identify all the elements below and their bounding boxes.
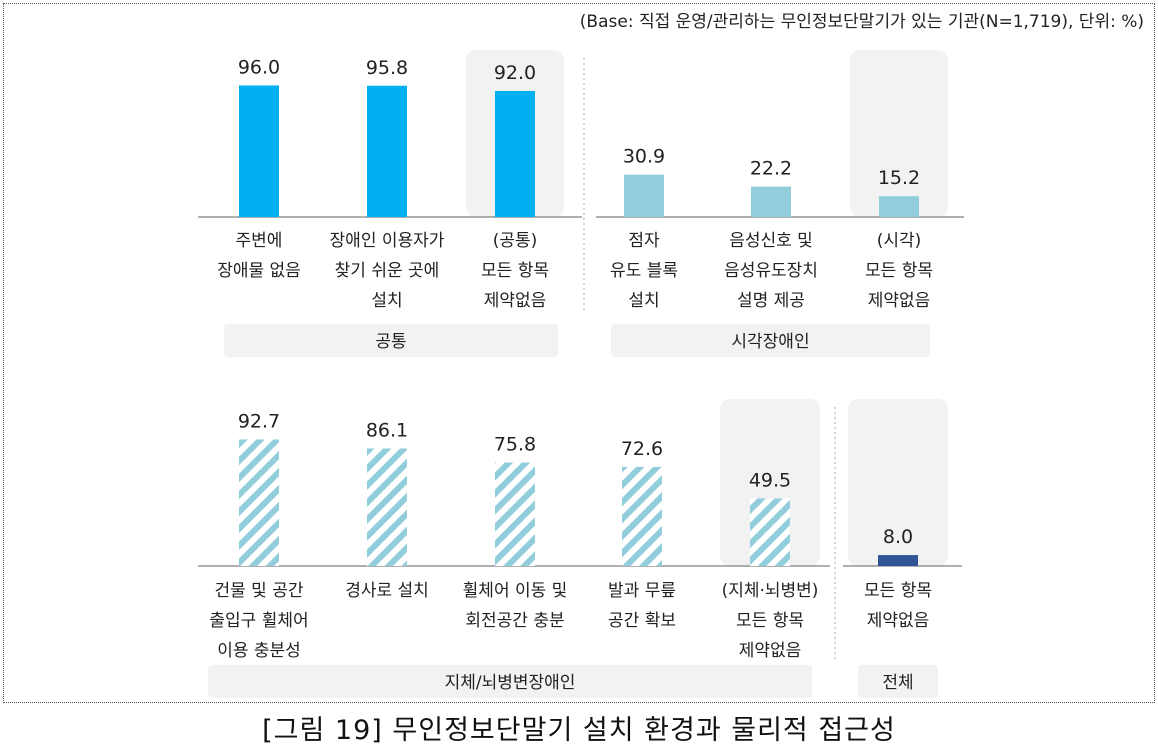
category-label: 모든 항목 bbox=[736, 611, 804, 631]
category-label: 건물 및 공간 bbox=[214, 581, 303, 601]
bar bbox=[239, 439, 279, 566]
category-label: 제약없음 bbox=[867, 611, 930, 631]
category-label: (지체·뇌병변) bbox=[722, 581, 819, 601]
base-note: (Base: 직접 운영/관리하는 무인정보단말기가 있는 기관(N=1,719… bbox=[579, 12, 1144, 32]
category-label: 장애물 없음 bbox=[217, 261, 301, 281]
data-label: 72.6 bbox=[621, 438, 663, 460]
bar bbox=[622, 466, 662, 566]
data-label: 92.7 bbox=[238, 410, 280, 432]
highlight-panel bbox=[848, 399, 948, 566]
category-label: 발과 무릎 bbox=[608, 581, 676, 601]
category-label: 휠체어 이동 및 bbox=[463, 581, 568, 601]
category-label: 설치 bbox=[371, 291, 402, 311]
bar bbox=[751, 186, 791, 217]
group-label-bg bbox=[858, 665, 938, 698]
category-label: 출입구 휠체어 bbox=[209, 611, 308, 631]
group-label: 시각장애인 bbox=[731, 332, 809, 352]
group-label-bg bbox=[208, 665, 812, 698]
category-label: 점자 bbox=[628, 231, 660, 251]
bar bbox=[367, 85, 407, 217]
category-label: 제약없음 bbox=[484, 291, 547, 311]
highlight-panel bbox=[720, 399, 820, 566]
category-label: 주변에 bbox=[236, 231, 283, 251]
bar bbox=[878, 555, 918, 566]
bar bbox=[750, 498, 790, 566]
bar bbox=[367, 448, 407, 566]
category-label: 찾기 쉬운 곳에 bbox=[335, 261, 440, 281]
data-label: 30.9 bbox=[623, 146, 665, 168]
category-label: 음성신호 및 bbox=[729, 231, 813, 251]
category-label: 설치 bbox=[628, 291, 659, 311]
category-label: 음성유도장치 bbox=[724, 261, 818, 281]
bar bbox=[879, 196, 919, 217]
data-label: 49.5 bbox=[749, 469, 791, 491]
group-label: 전체 bbox=[882, 673, 913, 693]
group-label-bg bbox=[224, 324, 558, 357]
data-label: 22.2 bbox=[750, 158, 792, 180]
bar bbox=[495, 90, 535, 217]
group-label: 지체/뇌병변장애인 bbox=[445, 673, 576, 693]
category-label: 모든 항목 bbox=[864, 581, 932, 601]
data-label: 86.1 bbox=[366, 419, 408, 441]
category-label: 공간 확보 bbox=[608, 611, 676, 631]
bar bbox=[495, 462, 535, 566]
data-label: 75.8 bbox=[494, 434, 536, 456]
data-label: 96.0 bbox=[238, 56, 280, 78]
category-label: 유도 블록 bbox=[610, 261, 678, 281]
category-label: 장애인 이용자가 bbox=[330, 231, 445, 251]
category-label: 회전공간 충분 bbox=[465, 611, 564, 631]
category-label: 제약없음 bbox=[739, 641, 802, 661]
category-label: 이용 충분성 bbox=[217, 641, 301, 661]
category-label: 제약없음 bbox=[868, 291, 931, 311]
category-label: (공통) bbox=[493, 231, 538, 251]
group-label-bg bbox=[611, 324, 930, 357]
category-label: 경사로 설치 bbox=[345, 581, 429, 601]
data-label: 95.8 bbox=[366, 57, 408, 79]
category-label: 설명 제공 bbox=[737, 291, 805, 311]
data-label: 15.2 bbox=[878, 167, 920, 189]
category-label: 모든 항목 bbox=[865, 261, 933, 281]
data-label: 8.0 bbox=[883, 526, 913, 548]
bar bbox=[239, 85, 279, 217]
category-label: 모든 항목 bbox=[481, 261, 549, 281]
highlight-panel bbox=[850, 50, 948, 217]
chart-frame bbox=[3, 3, 1155, 703]
category-label: (시각) bbox=[877, 231, 922, 251]
bar bbox=[624, 174, 664, 217]
group-label: 공통 bbox=[375, 332, 406, 352]
figure-caption: [그림 19] 무인정보단말기 설치 환경과 물리적 접근성 bbox=[262, 715, 896, 746]
data-label: 92.0 bbox=[494, 62, 536, 84]
